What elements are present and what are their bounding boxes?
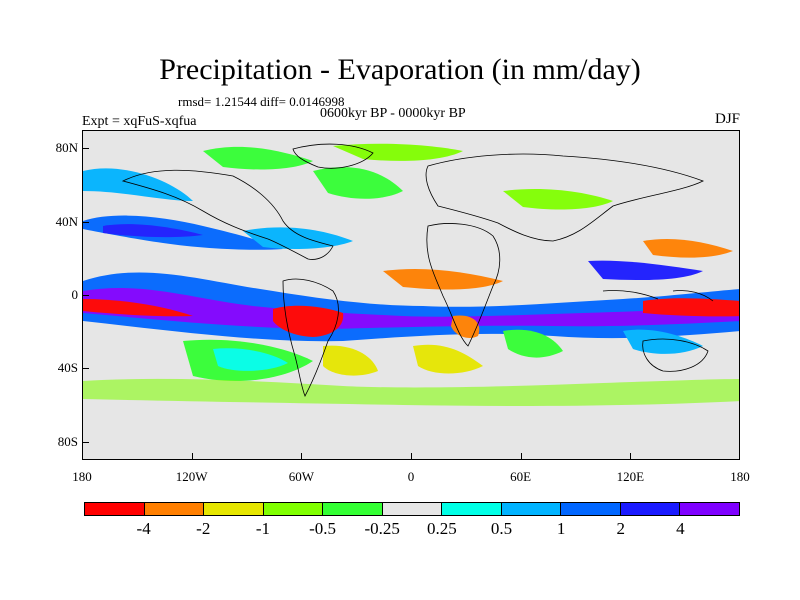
colorbar-label: 1 [556, 519, 566, 538]
colorbar-box [680, 503, 740, 515]
colorbar-label: 0.25 [426, 519, 457, 538]
time-period-label: 0600kyr BP - 0000kyr BP [320, 106, 466, 121]
lon-label: 120W [175, 469, 208, 484]
colorbar-label: -2 [196, 519, 211, 538]
colorbar-label: 0.5 [490, 519, 513, 538]
lat-label: 0 [71, 287, 79, 302]
colorbar-box [263, 503, 324, 515]
lon-label: 60W [288, 469, 314, 484]
lon-tick [191, 453, 193, 460]
colorbar-box [323, 503, 383, 515]
lon-label: 180 [72, 469, 92, 484]
lon-label: 0 [407, 469, 415, 484]
lon-label: 120E [616, 469, 645, 484]
lat-tick [82, 148, 89, 150]
rmsd-diff-stats: rmsd= 1.21544 diff= 0.0146998 [178, 94, 345, 109]
lat-tick [82, 221, 89, 223]
lon-tick [739, 453, 740, 460]
colorbar-label: 4 [676, 519, 685, 538]
lat-label: 40N [55, 213, 78, 229]
colorbar-box [204, 503, 264, 515]
colorbar-label: -1 [255, 519, 270, 538]
colorbar-label: -0.5 [309, 519, 336, 538]
lat-label: 40S [57, 360, 78, 376]
lon-tick [520, 453, 522, 460]
lon-tick [82, 453, 83, 460]
lon-tick [301, 453, 303, 460]
lon-tick [411, 453, 412, 460]
lat-tick [82, 368, 89, 370]
colorbar-box [442, 503, 502, 515]
colorbar-box [85, 503, 145, 515]
colorbar-box [144, 503, 205, 515]
lat-label: 80N [55, 140, 78, 156]
lon-label: 60E [510, 469, 532, 484]
colorbar-label: 2 [616, 519, 625, 538]
anomaly-map [83, 143, 739, 406]
colorbar-box [382, 503, 443, 515]
lon-tick [630, 453, 632, 460]
season-label: DJF [714, 111, 740, 127]
lat-label: 80S [57, 433, 78, 449]
experiment-label: Expt = xqFuS-xqfua [82, 114, 197, 129]
colorbar-box [620, 503, 681, 515]
coastlines [121, 143, 714, 397]
lat-tick [82, 295, 89, 296]
colorbar [84, 502, 740, 516]
lon-label: 180 [730, 469, 750, 484]
colorbar-label: -0.25 [364, 519, 400, 538]
lat-tick [82, 441, 89, 443]
colorbar-box [501, 503, 562, 515]
colorbar-label: -4 [136, 519, 151, 538]
anomaly-field [83, 143, 739, 406]
plot-title: Precipitation - Evaporation (in mm/day) [159, 53, 641, 86]
map-frame [82, 130, 740, 460]
colorbar-box [561, 503, 621, 515]
